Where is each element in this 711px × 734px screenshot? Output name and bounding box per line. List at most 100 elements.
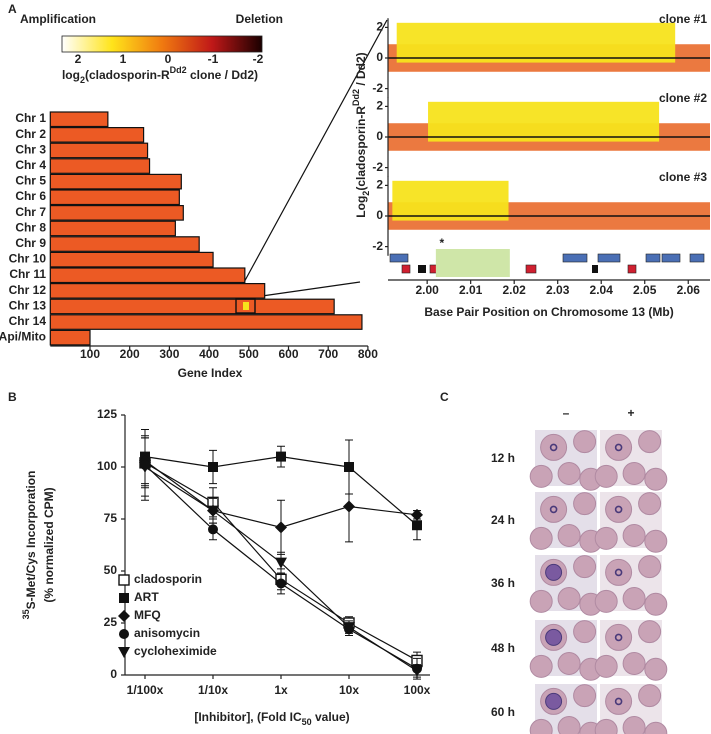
amplified-spot — [243, 302, 249, 310]
y-axis-label: Log2(cladosporin-RDd2 / Dd2) — [351, 52, 371, 217]
marker — [343, 622, 355, 634]
label-part: Dd2 — [170, 65, 187, 75]
marker — [118, 574, 130, 586]
rbc — [573, 492, 597, 516]
rbc — [529, 654, 553, 678]
marker — [412, 520, 422, 531]
rbc — [573, 620, 597, 644]
y-tick-label: 0 — [110, 667, 117, 681]
y-tick-label: -2 — [372, 239, 383, 253]
x-tick-label: 2.04 — [590, 283, 614, 297]
micrograph — [529, 555, 603, 616]
legend-label: ART — [134, 590, 159, 604]
y-tick-label: Chr 2 — [15, 127, 46, 141]
colorbar-tick-label: -2 — [253, 52, 264, 66]
bar — [49, 298, 335, 315]
label-part: S-Met/Cys Incorporation — [24, 471, 38, 610]
y-tick-label: Chr 1 — [15, 111, 46, 125]
y-tick-label: Chr 3 — [15, 142, 46, 156]
label-part: 2 — [80, 75, 85, 85]
label-part: / Dd2) — [354, 52, 368, 89]
panel-title: clone #2 — [659, 91, 707, 105]
y-tick-label: 75 — [104, 511, 118, 525]
x-tick-label: 300 — [159, 347, 179, 361]
panel-label: B — [8, 390, 17, 404]
amplified-band — [428, 101, 660, 142]
rbc — [573, 430, 597, 454]
rbc — [573, 555, 597, 579]
micrograph — [594, 430, 668, 491]
legend-label: cladosporin — [134, 572, 202, 586]
x-tick-label: 1/100x — [127, 683, 164, 697]
rbc — [638, 620, 662, 644]
x-tick-label: 100x — [404, 683, 431, 697]
panel-title: clone #1 — [659, 12, 707, 26]
label-part: log — [62, 68, 80, 82]
row-label: 60 h — [491, 705, 515, 719]
rbc — [540, 495, 568, 523]
parasite — [545, 563, 563, 581]
x-tick-label: 400 — [199, 347, 219, 361]
label-part: (cladosporin-R — [85, 68, 170, 82]
legend-label: anisomycin — [134, 626, 200, 640]
bar — [49, 189, 180, 206]
highlight-label: * — [440, 236, 445, 250]
rbc — [529, 464, 553, 488]
label-part: (cladosporin-R — [354, 106, 368, 191]
label-part: value) — [312, 710, 350, 724]
column-header: – — [563, 406, 570, 420]
bar — [49, 283, 266, 299]
micrograph — [529, 430, 603, 491]
parasite — [614, 568, 623, 577]
rbc — [622, 524, 646, 547]
bar — [49, 173, 182, 190]
x-tick-label: 1x — [274, 683, 288, 697]
rbc — [638, 430, 662, 454]
rbc — [644, 529, 668, 553]
colorbar-tick-label: 1 — [120, 52, 127, 66]
x-tick-label: 700 — [318, 347, 338, 361]
rbc — [594, 464, 618, 488]
micrograph — [594, 684, 668, 734]
rbc — [594, 654, 618, 678]
y-tick-label: Chr 13 — [9, 298, 47, 312]
marker — [411, 665, 423, 677]
marker — [207, 505, 219, 517]
rbc — [605, 495, 633, 523]
label-part: clone / Dd2) — [187, 68, 258, 82]
rbc — [557, 716, 581, 734]
x-tick-label: 2.06 — [677, 283, 701, 297]
y-tick-label: Chr 8 — [15, 220, 46, 234]
x-tick-label: 600 — [278, 347, 298, 361]
micrograph — [529, 620, 603, 681]
parasite — [614, 697, 623, 706]
marker — [411, 508, 423, 521]
bar — [49, 267, 246, 284]
colorbar-tick-label: 2 — [75, 52, 82, 66]
marker — [118, 647, 130, 658]
panel-label: A — [8, 2, 17, 16]
rbc — [644, 467, 668, 491]
y-tick-label: 2 — [376, 178, 383, 192]
parasite — [549, 505, 558, 514]
micrograph — [594, 555, 668, 616]
rbc — [638, 555, 662, 579]
label-part: 35 — [21, 609, 31, 619]
colorbar-tick-label: 0 — [165, 52, 172, 66]
marker — [118, 610, 130, 622]
rbc — [557, 652, 581, 675]
row-label: 24 h — [491, 513, 515, 527]
bar — [49, 205, 184, 221]
y-axis-label: 35S-Met/Cys Incorporation — [21, 471, 38, 620]
x-tick-label: 1/10x — [198, 683, 228, 697]
bar — [49, 126, 145, 143]
marker — [139, 462, 151, 473]
rbc — [638, 684, 662, 708]
bar — [49, 329, 91, 346]
amplified-band — [396, 22, 676, 63]
micrograph — [529, 684, 603, 734]
label-part: (% normalized CPM) — [42, 487, 56, 602]
rbc — [644, 721, 668, 734]
colorbar-left-label: Amplification — [20, 12, 96, 26]
